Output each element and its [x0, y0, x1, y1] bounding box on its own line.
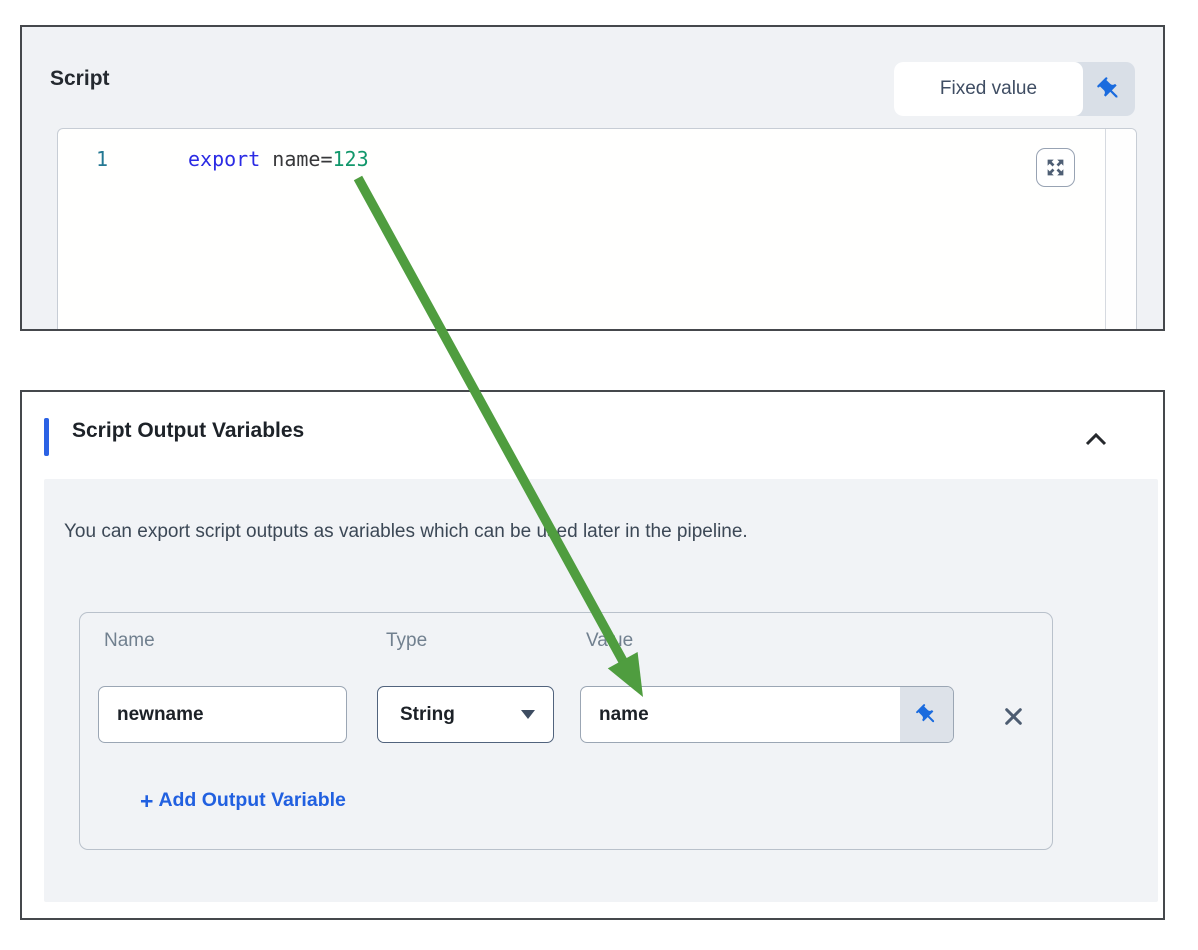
script-code-editor[interactable]: 1 export name=123 [57, 128, 1137, 329]
column-header-name: Name [104, 630, 155, 651]
add-output-variable-button[interactable]: + Add Output Variable [140, 789, 346, 812]
expand-icon [1047, 159, 1064, 176]
variable-type-value: String [400, 703, 455, 725]
line-number: 1 [95, 147, 108, 171]
add-output-variable-label: Add Output Variable [158, 789, 346, 811]
section-title: Script Output Variables [72, 419, 305, 442]
value-pin-toggle[interactable] [900, 687, 953, 742]
x-icon [1004, 707, 1022, 725]
remove-variable-button[interactable] [996, 699, 1030, 733]
code-number: 123 [332, 147, 369, 171]
pin-icon [1096, 76, 1117, 97]
output-variables-body: You can export script outputs as variabl… [44, 479, 1158, 902]
variable-name-input[interactable] [98, 686, 347, 743]
script-output-variables-panel: Script Output Variables You can export s… [20, 390, 1165, 920]
code-plain: name= [260, 147, 333, 171]
section-description: You can export script outputs as variabl… [64, 521, 748, 542]
value-type-control: Fixed value [894, 62, 1135, 116]
variable-type-select[interactable]: String [377, 686, 554, 743]
column-header-value: Value [586, 630, 634, 651]
editor-scrollbar[interactable] [1105, 129, 1136, 329]
collapse-section-button[interactable] [1078, 425, 1114, 453]
variable-value-input[interactable] [581, 687, 900, 742]
code-keyword: export [188, 147, 261, 171]
script-field-label: Script [50, 67, 110, 90]
output-variable-card: Name Type Value String [79, 612, 1053, 850]
pin-icon [915, 703, 934, 722]
code-line-content: export name=123 [188, 146, 369, 172]
chevron-up-icon [1085, 432, 1107, 446]
caret-down-icon [521, 710, 535, 719]
variable-value-group [580, 686, 954, 743]
fixed-value-button[interactable]: Fixed value [894, 62, 1083, 116]
section-accent-bar [44, 418, 49, 456]
plus-icon: + [140, 787, 154, 814]
script-panel: Script Fixed value 1 export name=123 [20, 25, 1165, 331]
column-header-type: Type [386, 630, 428, 651]
expand-editor-button[interactable] [1036, 148, 1075, 187]
code-line: 1 export name=123 [58, 146, 1136, 172]
script-pin-toggle[interactable] [1083, 62, 1135, 116]
